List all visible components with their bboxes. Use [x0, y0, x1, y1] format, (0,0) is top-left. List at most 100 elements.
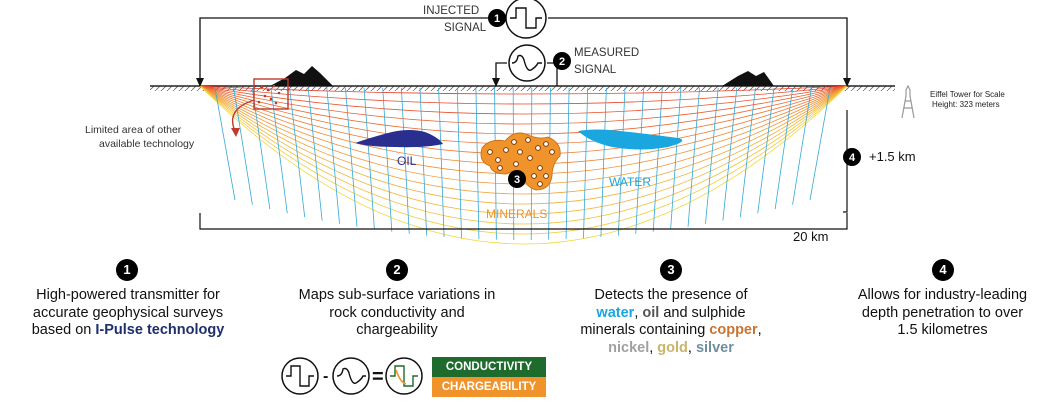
mineral-dot — [535, 145, 541, 151]
measurement-ray — [809, 87, 831, 201]
field-line — [199, 85, 848, 95]
mineral-dot — [537, 181, 543, 187]
marker-3: 3 — [508, 170, 526, 188]
width-label: 20 km — [793, 229, 828, 244]
injected-arrow-left — [196, 78, 204, 87]
minerals-label: MINERALS — [486, 207, 547, 221]
water-highlight: water — [596, 304, 635, 321]
field-line — [199, 85, 848, 215]
copper-highlight: copper — [709, 322, 758, 338]
measurement-rays — [214, 87, 831, 240]
conductivity-label: CONDUCTIVITY — [432, 357, 546, 377]
caption-1-line-3: based on I-Pulse technology — [31, 322, 225, 338]
measurement-ray — [722, 87, 738, 221]
mineral-dot — [511, 139, 517, 145]
field-lines — [199, 85, 848, 245]
measurement-ray — [233, 87, 253, 205]
caption-2-number: 2 — [386, 259, 408, 281]
field-line — [199, 85, 848, 205]
width-bracket — [199, 213, 848, 230]
mineral-dot — [543, 173, 549, 179]
depth-bracket — [843, 110, 848, 213]
caption-1-line-1: High-powered transmitter for — [36, 287, 220, 303]
caption-4-text: Allows for industry-leading depth penetr… — [820, 287, 1050, 340]
measured-arrow — [492, 78, 500, 87]
mineral-dot — [527, 155, 533, 161]
field-line — [199, 85, 848, 235]
eiffel-tower-icon — [901, 84, 915, 119]
mineral-dot — [525, 137, 531, 143]
injected-arrow-right — [843, 78, 851, 87]
measurement-ray — [400, 87, 410, 234]
measurement-ray — [635, 87, 645, 234]
eiffel-label-2: Height: 323 meters — [932, 100, 1000, 109]
measurement-ray — [214, 87, 236, 201]
mountain-left — [270, 66, 333, 86]
caption-1-line-2: accurate geophysical surveys — [32, 304, 224, 321]
measured-signal-icon — [508, 44, 546, 82]
measurement-ray — [456, 87, 462, 239]
mineral-dot — [537, 165, 543, 171]
chargeability-label: CHARGEABILITY — [432, 377, 546, 397]
measurement-ray — [792, 87, 812, 205]
measurement-ray — [382, 87, 393, 232]
limited-area-box — [253, 78, 289, 110]
mineral-dot — [531, 173, 537, 179]
marker-1: 1 — [488, 9, 506, 27]
caption-4-line-1: Allows for industry-leading — [857, 287, 1028, 303]
water-label: WATER — [609, 175, 651, 189]
mineral-dots — [487, 137, 555, 187]
mineral-dot — [497, 165, 503, 171]
caption-2-line-1: Maps sub-surface variations in — [298, 287, 496, 303]
caption-1-text: High-powered transmitter for accurate ge… — [8, 287, 248, 340]
measurement-ray — [670, 87, 682, 230]
mineral-dot — [549, 149, 555, 155]
oil-body — [355, 130, 443, 148]
caption-3-line-2: water, oil and sulphide — [596, 304, 746, 321]
field-line — [199, 85, 848, 105]
mineral-dot — [503, 147, 509, 153]
depth-label: +1.5 km — [869, 149, 916, 164]
measurement-ray — [617, 87, 626, 236]
measurement-ray — [687, 87, 700, 227]
water-body — [578, 129, 683, 150]
svg-text:4: 4 — [849, 152, 856, 164]
measurement-ray — [345, 87, 358, 227]
formula-injected-icon — [281, 357, 319, 395]
caption-2-line-2: rock conductivity and — [329, 304, 465, 321]
silver-highlight: silver — [695, 339, 734, 356]
field-line — [199, 85, 848, 125]
marker-2: 2 — [553, 52, 571, 70]
ground-hatch — [150, 86, 895, 91]
marker-4: 4 — [843, 148, 861, 166]
svg-text:3: 3 — [514, 174, 520, 186]
measurement-ray — [739, 87, 756, 218]
measurement-ray — [705, 87, 719, 224]
injected-waveform — [510, 7, 542, 29]
measurement-ray — [363, 87, 375, 230]
measurement-ray — [565, 87, 570, 240]
limited-area-dots — [257, 84, 281, 105]
measurement-ray — [652, 87, 663, 232]
caption-4-number: 4 — [932, 259, 954, 281]
oil-highlight: oil — [642, 304, 660, 321]
measurement-ray — [774, 87, 794, 210]
eiffel-label-1: Eiffel Tower for Scale — [930, 90, 1005, 99]
measurement-ray — [583, 87, 589, 239]
field-line — [199, 85, 848, 245]
caption-3-line-1: Detects the presence of — [594, 287, 748, 303]
measurement-ray — [289, 87, 306, 218]
measurement-ray — [475, 87, 480, 240]
measurement-ray — [326, 87, 340, 224]
caption-3-text: Detects the presence of water, oil and s… — [546, 287, 796, 357]
formula-measured-icon — [332, 357, 370, 395]
mineral-dot — [513, 161, 519, 167]
limited-area-label-2: available technology — [99, 138, 195, 150]
svg-text:2: 2 — [559, 56, 565, 68]
equals-sign: = — [372, 366, 384, 388]
injected-label-1: INJECTED — [423, 5, 479, 17]
measurement-ray — [251, 87, 271, 210]
gold-highlight: gold — [657, 339, 688, 356]
caption-3-line-3: minerals containing copper, — [580, 322, 762, 338]
